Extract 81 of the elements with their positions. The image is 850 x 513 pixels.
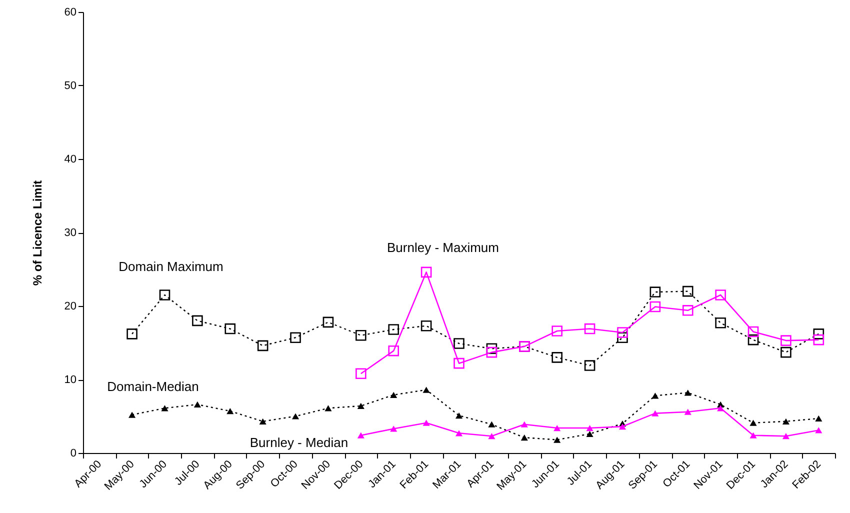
point [422,386,430,393]
point [292,413,300,420]
point [454,358,464,369]
point [617,327,628,338]
point [520,434,528,441]
point [128,412,136,418]
point [684,390,692,396]
annotation: Burnley - Maximum [387,240,499,255]
point [813,334,824,346]
point [584,360,596,371]
point [226,408,234,414]
point [618,423,626,430]
point [652,410,659,416]
point [780,346,792,358]
point [422,420,430,426]
point [488,433,496,440]
point [715,290,726,300]
point [486,346,498,358]
point [290,332,301,343]
point [388,345,400,356]
point [420,320,432,332]
point [488,421,496,428]
point [617,332,628,343]
point [455,430,463,436]
point [813,328,824,340]
point [161,405,168,412]
y-tick-label: 50 [64,80,76,92]
point [652,392,659,399]
point [750,420,757,426]
point [356,368,366,380]
y-tick-label: 60 [64,6,76,18]
point [748,326,759,338]
point [650,301,661,312]
point [455,412,463,419]
point [194,401,201,408]
point [259,418,266,424]
point [257,340,268,352]
point [324,405,332,412]
annotation: Domain Maximum [118,259,224,274]
point [750,432,757,438]
point [159,290,170,300]
point [586,430,594,437]
point [682,305,694,316]
point [357,432,364,438]
point [782,433,790,440]
point [650,286,661,298]
point [390,426,398,432]
y-tick-label: 10 [64,374,76,386]
point [815,415,822,422]
y-tick-label: 40 [64,154,76,166]
point [815,427,822,434]
point [552,352,562,363]
y-tick-label: 30 [64,227,76,239]
annotation: Domain-Median [107,379,199,394]
y-tick-label: 20 [64,300,76,312]
point [554,424,561,432]
point [586,424,594,432]
point [388,324,400,335]
point [454,338,464,349]
point [520,421,528,428]
y-tick-label: 0 [70,448,76,460]
point [748,334,759,346]
point [717,405,724,412]
annotation: Burnley - Median [250,435,348,450]
point [552,326,562,336]
point [554,436,561,443]
point [684,408,692,415]
point [126,328,138,340]
point [682,286,694,297]
point [715,318,726,328]
point [782,418,790,424]
point [356,330,366,341]
point [420,266,432,278]
point [584,323,596,334]
point [322,316,334,328]
point [224,323,236,334]
point [390,392,398,398]
point [780,335,792,346]
point [357,402,364,410]
point [192,315,203,326]
y-axis-title: % of Licence Limit [30,180,44,286]
